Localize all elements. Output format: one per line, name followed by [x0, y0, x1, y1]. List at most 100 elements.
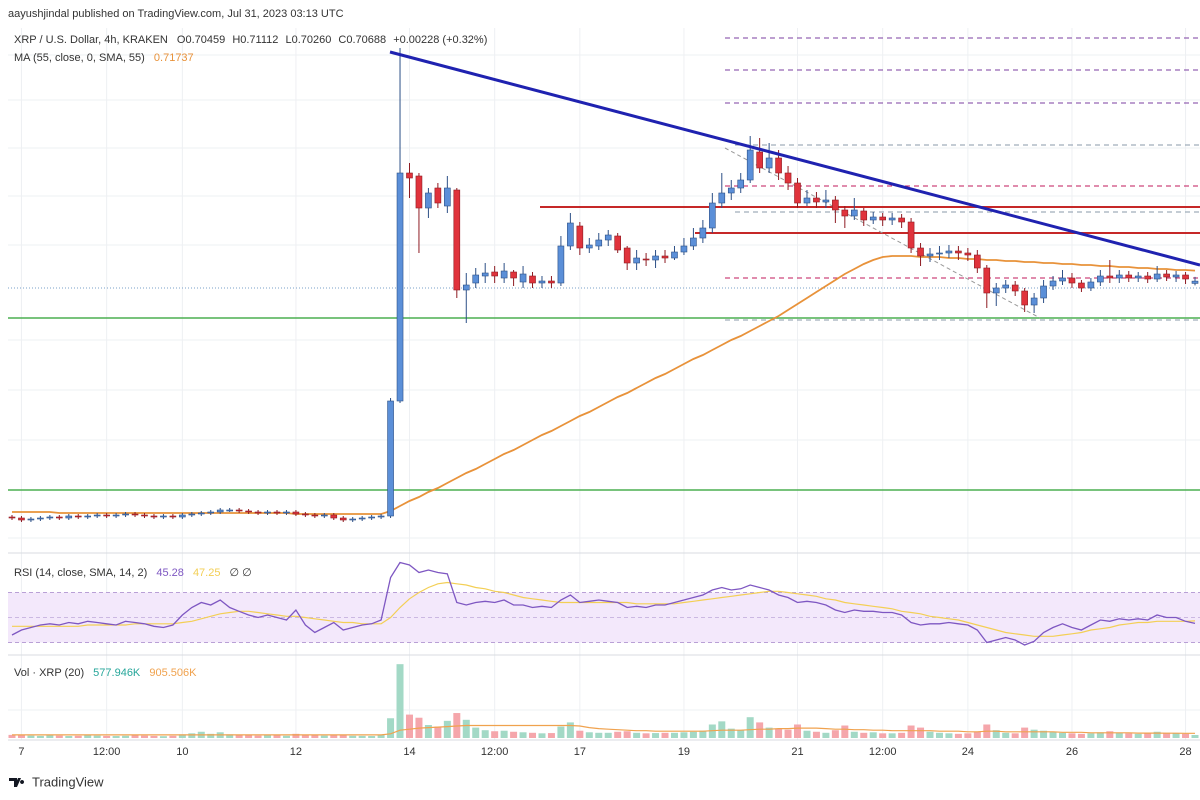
- candle-body: [197, 512, 205, 515]
- volume-bar: [245, 735, 253, 738]
- candle-body: [8, 516, 16, 519]
- volume-bar: [159, 736, 167, 738]
- volume-bar: [103, 735, 111, 738]
- volume-bar: [46, 735, 54, 738]
- volume-bar: [1182, 733, 1190, 738]
- candle-body: [235, 509, 243, 512]
- volume-bar: [377, 734, 385, 738]
- candle-body: [169, 515, 177, 518]
- candle-body: [595, 239, 603, 247]
- volume-bar: [396, 664, 404, 738]
- volume-bar: [74, 735, 82, 738]
- candle-body: [832, 199, 839, 211]
- symbol-legend: XRP / U.S. Dollar, 4h, KRAKEN O0.70459 H…: [14, 34, 487, 46]
- candle-body: [321, 514, 328, 517]
- volume-bar: [235, 734, 243, 738]
- price-pane: [8, 48, 1199, 522]
- candle-body: [926, 253, 934, 257]
- candle-body: [586, 244, 593, 249]
- x-tick-label: 21: [791, 746, 803, 758]
- volume-bar: [311, 735, 319, 738]
- candle-body: [462, 284, 470, 291]
- candle-body: [813, 197, 820, 203]
- volume-bar: [27, 735, 35, 738]
- volume-bar: [576, 730, 584, 738]
- x-tick-label: 12:00: [869, 746, 897, 758]
- candle-body: [131, 513, 139, 516]
- volume-name: Vol · XRP (20): [14, 667, 84, 679]
- candle-body: [387, 400, 394, 517]
- candle-body: [983, 267, 991, 294]
- volume-bar: [1125, 733, 1133, 738]
- candle-body: [1125, 274, 1133, 279]
- candle-body: [690, 237, 697, 247]
- candle-body: [623, 247, 631, 264]
- candle-body: [122, 513, 129, 516]
- candle-body: [1049, 280, 1057, 287]
- candle-body: [671, 251, 678, 259]
- candle-body: [576, 225, 584, 249]
- candle-body: [18, 517, 25, 521]
- volume-ma-line: [12, 724, 1195, 736]
- volume-bar: [424, 725, 432, 738]
- candle-body: [1059, 277, 1066, 282]
- volume-bar: [964, 733, 972, 738]
- volume-bar: [623, 731, 631, 738]
- candle-body: [481, 272, 489, 277]
- volume-bar: [1021, 727, 1029, 738]
- volume-bar: [1049, 731, 1057, 738]
- x-tick-label: 19: [678, 746, 690, 758]
- change: +0.00228 (+0.32%): [393, 34, 487, 46]
- candle-body: [1078, 282, 1085, 289]
- volume-bar: [150, 735, 158, 738]
- candle-body: [633, 257, 640, 264]
- candle-body: [84, 515, 92, 518]
- candle-body: [850, 209, 858, 217]
- candle-body: [311, 514, 319, 517]
- ma-value: 0.71737: [154, 52, 194, 64]
- volume-bar: [443, 720, 451, 738]
- x-tick-label: 7: [18, 746, 24, 758]
- candle-body: [339, 517, 347, 521]
- volume-bar: [860, 732, 868, 738]
- candle-body: [302, 513, 309, 516]
- volume-bar: [585, 732, 593, 738]
- volume-bar: [339, 735, 347, 738]
- volume-bar: [1040, 730, 1048, 738]
- volume-bar: [689, 731, 697, 738]
- candle-body: [538, 280, 546, 284]
- candle-body: [160, 515, 167, 518]
- volume-bar: [301, 734, 309, 738]
- candle-body: [945, 250, 953, 254]
- volume-bar: [614, 731, 622, 738]
- candle-body: [188, 513, 196, 516]
- volume-bar: [945, 733, 953, 738]
- candle-body: [150, 515, 158, 518]
- candle-body: [974, 254, 981, 269]
- volume-bar: [954, 733, 962, 738]
- rsi-line: [11, 561, 1196, 646]
- candle-body: [727, 187, 735, 194]
- volume-bar: [1191, 734, 1199, 738]
- volume-bar: [973, 731, 981, 738]
- candle-body: [56, 516, 63, 519]
- fib-trend: [724, 147, 1041, 319]
- candle-body: [1153, 273, 1161, 280]
- ohlc-low: L0.70260: [285, 34, 331, 46]
- x-tick-label: 28: [1179, 746, 1191, 758]
- logo-mark: [9, 778, 25, 787]
- volume-bar: [661, 732, 669, 738]
- volume-bar: [207, 733, 215, 738]
- ohlc-open: O0.70459: [177, 34, 225, 46]
- volume-bar: [1106, 731, 1114, 738]
- x-tick-label: 24: [962, 746, 974, 758]
- candle-body: [377, 515, 385, 518]
- volume-bar: [320, 735, 328, 738]
- candle-body: [1021, 290, 1028, 306]
- candle-body: [349, 518, 357, 521]
- candle-body: [529, 275, 536, 284]
- volume-bar: [737, 730, 745, 738]
- candle-body: [567, 222, 574, 247]
- rsi-extra: ∅ ∅: [230, 567, 252, 579]
- volume-bar: [349, 735, 357, 738]
